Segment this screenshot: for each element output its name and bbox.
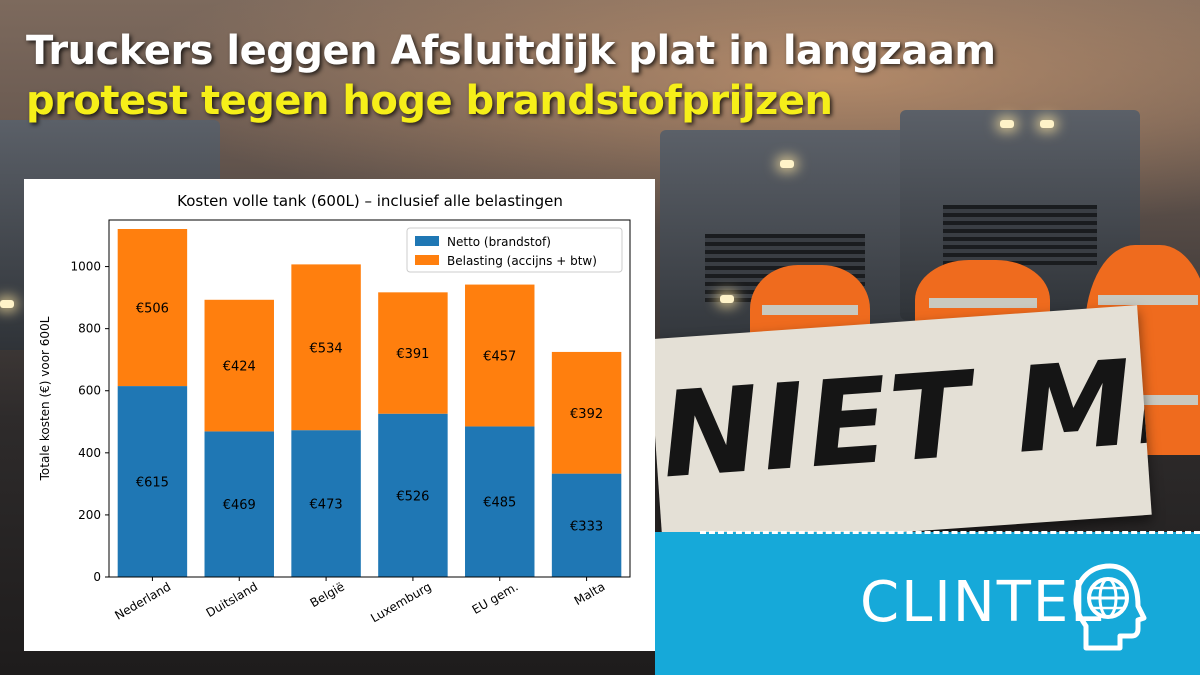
protest-banner: NIET MEER! xyxy=(648,305,1152,549)
legend-label-0: Netto (brandstof) xyxy=(447,235,551,249)
bar-belasting-1 xyxy=(204,299,274,432)
chart-title: Kosten volle tank (600L) – inclusief all… xyxy=(177,192,563,210)
y-tick-label-2: 400 xyxy=(78,446,101,460)
y-axis-label: Totale kosten (€) voor 600L xyxy=(38,316,52,481)
y-tick-label-4: 800 xyxy=(78,322,101,336)
brand-logo-text: CLINTEL xyxy=(860,570,1104,635)
axes-frame xyxy=(108,219,631,578)
bar-netto-1 xyxy=(204,431,274,577)
stacked-bar-chart: Kosten volle tank (600L) – inclusief all… xyxy=(38,192,631,625)
bar-belasting-4 xyxy=(465,284,535,427)
data-label-netto-3: €526 xyxy=(396,489,429,504)
bar-netto-0 xyxy=(117,386,188,577)
data-label-netto-0: €615 xyxy=(136,476,169,491)
bar-netto-3 xyxy=(378,413,448,577)
bar-netto-5 xyxy=(551,473,622,577)
data-label-netto-5: €333 xyxy=(570,519,603,534)
x-tick-label-0: Nederland xyxy=(112,579,173,622)
legend-swatch-0 xyxy=(415,236,439,246)
plot-area: €615 €506 Nederland €469 €424 Duitsland €473 €5… xyxy=(38,219,631,625)
data-label-belasting-1: €424 xyxy=(223,360,256,375)
chart-card: Kosten volle tank (600L) – inclusief all… xyxy=(24,179,655,651)
bar-belasting-5 xyxy=(551,351,622,474)
bar-netto-2 xyxy=(291,430,361,577)
legend-swatch-1 xyxy=(415,255,439,265)
headline-line-1: Truckers leggen Afsluitdijk plat in lang… xyxy=(26,28,996,74)
headline-line-2: protest tegen hoge brandstofprijzen xyxy=(26,78,833,124)
data-label-netto-4: €485 xyxy=(483,496,516,511)
y-tick-label-0: 0 xyxy=(93,570,101,584)
x-tick-label-2: België xyxy=(308,579,347,610)
x-tick-label-4: EU gem. xyxy=(470,579,521,616)
headline: Truckers leggen Afsluitdijk plat in lang… xyxy=(26,28,996,124)
data-label-belasting-4: €457 xyxy=(483,350,516,365)
y-tick-label-1: 200 xyxy=(78,508,101,522)
data-label-belasting-0: €506 xyxy=(136,302,169,317)
data-label-netto-2: €473 xyxy=(310,498,343,513)
data-label-belasting-5: €392 xyxy=(570,407,603,422)
bar-netto-4 xyxy=(465,426,535,577)
legend-box xyxy=(406,227,623,273)
x-tick-label-3: Luxemburg xyxy=(368,579,433,625)
bar-belasting-3 xyxy=(378,292,448,414)
data-label-belasting-2: €534 xyxy=(310,341,343,356)
data-label-belasting-3: €391 xyxy=(396,347,429,362)
globe-head-icon xyxy=(1073,563,1147,651)
brand-dashed-line xyxy=(700,531,1200,534)
brand-panel xyxy=(655,532,1200,675)
bar-belasting-0 xyxy=(117,229,188,387)
banner-text: NIET MEER! xyxy=(653,311,1152,506)
x-tick-label-5: Malta xyxy=(572,579,608,608)
y-tick-label-3: 600 xyxy=(78,384,101,398)
y-tick-label-5: 1000 xyxy=(70,260,101,274)
legend-label-1: Belasting (accijns + btw) xyxy=(447,254,597,268)
data-label-netto-1: €469 xyxy=(223,498,256,513)
x-tick-label-1: Duitsland xyxy=(204,579,260,620)
bar-belasting-2 xyxy=(291,264,361,431)
